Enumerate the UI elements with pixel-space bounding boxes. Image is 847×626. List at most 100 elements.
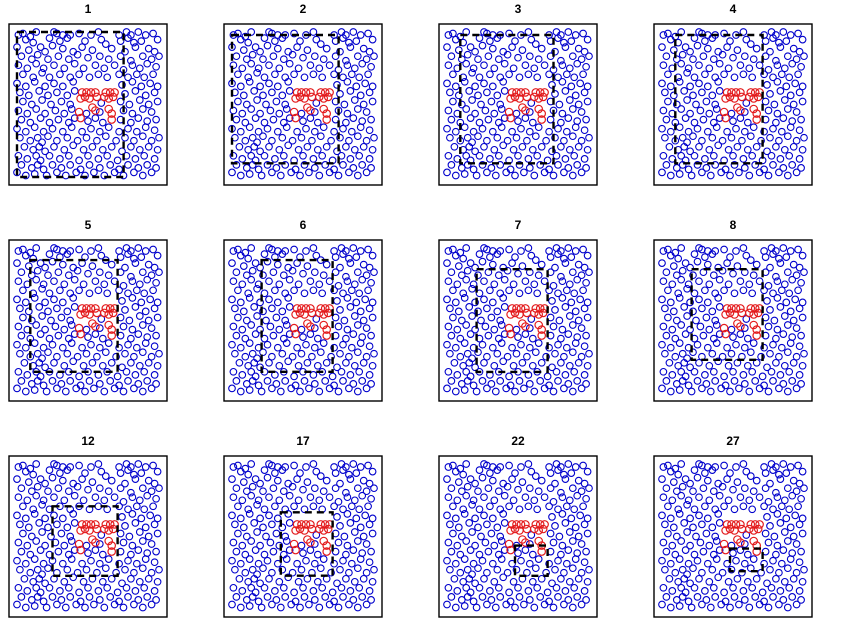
background-point <box>345 168 353 177</box>
background-point <box>674 254 683 263</box>
background-point <box>232 52 241 61</box>
background-point <box>755 277 764 286</box>
background-point <box>669 478 678 486</box>
background-point <box>699 547 708 556</box>
background-point <box>58 298 67 307</box>
background-point <box>254 496 263 505</box>
background-point <box>773 61 782 70</box>
cluster-point <box>749 104 758 114</box>
background-point <box>561 155 570 163</box>
background-point <box>561 587 570 595</box>
plot-frame <box>438 23 598 186</box>
background-point <box>582 547 590 556</box>
background-point <box>58 559 67 568</box>
background-point <box>305 600 313 609</box>
background-point <box>266 538 275 547</box>
background-point <box>368 82 377 91</box>
background-point <box>16 565 24 574</box>
background-point <box>265 358 273 367</box>
cluster-point <box>295 524 305 534</box>
background-point <box>717 384 726 393</box>
background-point <box>13 340 21 349</box>
cluster-point <box>104 536 113 546</box>
background-point <box>478 377 487 385</box>
background-point <box>119 497 128 506</box>
background-point <box>779 380 788 388</box>
background-point <box>147 600 156 609</box>
background-point <box>127 488 135 497</box>
background-point <box>115 463 123 471</box>
background-point <box>50 61 58 70</box>
background-point <box>127 574 135 583</box>
background-point <box>500 275 509 284</box>
background-point <box>548 579 556 588</box>
background-point <box>683 68 691 77</box>
background-point <box>783 132 792 141</box>
background-point <box>570 73 579 82</box>
background-point <box>17 161 26 169</box>
background-point <box>238 109 247 118</box>
background-point <box>800 565 808 574</box>
background-point <box>352 469 361 477</box>
background-point <box>353 537 362 545</box>
background-point <box>800 349 808 358</box>
background-point <box>306 61 315 70</box>
background-point <box>110 168 119 177</box>
background-point <box>236 171 245 180</box>
background-point <box>271 155 279 163</box>
background-point <box>303 46 312 54</box>
background-point <box>769 340 777 349</box>
background-point <box>568 484 577 493</box>
background-point <box>475 289 484 298</box>
background-point <box>780 280 789 289</box>
background-point <box>17 331 26 340</box>
background-point <box>67 321 76 329</box>
background-point <box>33 593 42 601</box>
background-point <box>523 568 531 577</box>
background-point <box>90 168 98 177</box>
background-point <box>486 502 494 511</box>
background-point <box>63 91 72 100</box>
background-point <box>523 136 531 145</box>
background-point <box>253 528 261 536</box>
background-point <box>514 53 522 62</box>
background-point <box>800 484 808 493</box>
background-point <box>462 537 471 545</box>
background-point <box>761 313 770 322</box>
background-point <box>779 28 788 36</box>
background-point <box>560 254 568 263</box>
background-point <box>576 511 585 520</box>
background-point <box>545 463 553 471</box>
background-point <box>518 46 527 54</box>
background-point <box>60 541 69 550</box>
background-point <box>127 334 135 343</box>
background-point <box>773 325 782 334</box>
background-point <box>330 247 338 255</box>
background-point <box>91 61 100 70</box>
background-point <box>496 532 505 541</box>
background-point <box>500 87 509 95</box>
cluster-point <box>80 524 90 534</box>
background-point <box>456 352 465 361</box>
background-point <box>98 145 107 154</box>
background-point <box>130 352 138 361</box>
cluster-point <box>319 310 328 319</box>
background-point <box>499 573 508 582</box>
background-point <box>748 583 757 592</box>
background-point <box>35 358 44 367</box>
background-point <box>84 485 92 494</box>
background-point <box>310 127 319 136</box>
background-point <box>337 583 346 592</box>
background-point <box>124 593 132 601</box>
background-point <box>496 161 505 169</box>
background-point <box>299 117 307 125</box>
background-point <box>150 342 159 351</box>
cluster-point <box>322 547 331 556</box>
background-point <box>517 247 525 255</box>
background-point <box>785 151 794 160</box>
background-point <box>38 500 46 509</box>
background-point <box>730 377 739 385</box>
background-point <box>709 583 718 592</box>
background-point <box>144 44 153 53</box>
background-point <box>760 502 768 511</box>
